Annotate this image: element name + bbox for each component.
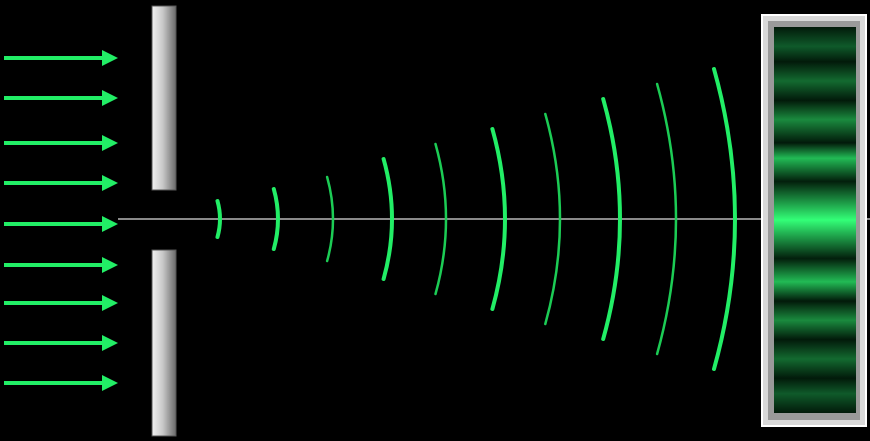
interference-pattern: [774, 27, 856, 413]
wavefront: [271, 187, 280, 251]
slit-barrier-top: [151, 5, 177, 191]
wavefront: [434, 142, 448, 296]
wavefront: [712, 67, 737, 371]
slit-barrier-bottom: [151, 249, 177, 437]
wavefront: [601, 97, 622, 341]
incoming-wave-arrows: [4, 50, 118, 391]
wavefront: [544, 112, 562, 326]
diffracted-wavefronts: [215, 67, 737, 371]
wavefront: [490, 127, 507, 311]
wavefront: [215, 199, 222, 239]
wavefront: [381, 157, 394, 281]
wavefront: [325, 175, 335, 263]
wavefront: [655, 82, 678, 356]
